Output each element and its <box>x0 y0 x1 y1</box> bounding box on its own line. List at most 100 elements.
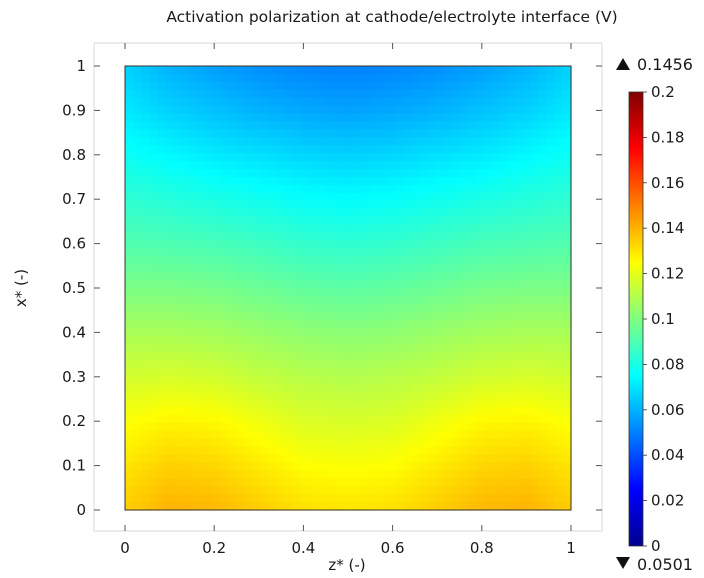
heatmap-cell <box>531 311 540 321</box>
heatmap-cell <box>244 319 254 329</box>
heatmap-cell <box>395 295 405 305</box>
heatmap-cell <box>523 240 532 249</box>
heatmap-cell <box>499 192 508 202</box>
heatmap-cell <box>172 256 182 265</box>
heatmap-cell <box>515 295 524 305</box>
heatmap-cell <box>212 208 222 218</box>
heatmap-cell <box>348 184 357 194</box>
heatmap-cell <box>411 97 421 107</box>
heatmap-cell <box>363 438 373 448</box>
heatmap-cell <box>292 438 301 448</box>
heatmap-cell <box>324 462 333 471</box>
heatmap-cell <box>125 422 134 432</box>
heatmap-cell <box>491 145 500 154</box>
heatmap-cell <box>125 232 134 242</box>
heatmap-cell <box>427 192 437 202</box>
heatmap-cell <box>252 288 261 297</box>
heatmap-cell <box>491 422 500 432</box>
heatmap-cell <box>459 343 469 353</box>
heatmap-cell <box>547 137 556 146</box>
heatmap-cell <box>156 161 166 170</box>
heatmap-cell <box>180 192 190 202</box>
heatmap-cell <box>435 200 445 210</box>
heatmap-cell <box>260 248 269 257</box>
heatmap-cell <box>156 311 166 321</box>
heatmap-cell <box>204 153 214 162</box>
heatmap-cell <box>204 169 214 178</box>
heatmap-cell <box>467 97 477 107</box>
heatmap-cell <box>387 359 397 368</box>
heatmap-cell <box>172 216 182 226</box>
heatmap-cell <box>172 422 182 432</box>
heatmap-cell <box>459 319 469 329</box>
heatmap-cell <box>443 121 453 131</box>
heatmap-cell <box>172 272 182 281</box>
heatmap-cell <box>196 502 206 511</box>
heatmap-cell <box>435 240 445 249</box>
heatmap-cell <box>475 295 484 305</box>
heatmap-cell <box>156 248 166 257</box>
heatmap-cell <box>563 161 572 170</box>
heatmap-cell <box>467 177 477 186</box>
heatmap-cell <box>276 438 285 448</box>
heatmap-cell <box>379 335 389 345</box>
heatmap-cell <box>395 502 405 511</box>
heatmap-cell <box>539 478 548 487</box>
heatmap-cell <box>140 208 150 218</box>
heatmap-cell <box>348 137 357 146</box>
heatmap-cell <box>340 280 349 289</box>
heatmap-cell <box>403 97 413 107</box>
heatmap-cell <box>268 367 277 376</box>
heatmap-cell <box>499 248 508 257</box>
heatmap-cell <box>507 121 516 131</box>
heatmap-cell <box>284 478 293 487</box>
heatmap-cell <box>459 335 469 345</box>
heatmap-cell <box>164 272 174 281</box>
heatmap-cell <box>563 145 572 154</box>
heatmap-cell <box>355 375 365 384</box>
heatmap-cell <box>371 184 381 194</box>
heatmap-cell <box>140 335 150 345</box>
heatmap-cell <box>491 454 500 464</box>
heatmap-cell <box>172 375 182 384</box>
heatmap-cell <box>324 73 333 83</box>
heatmap-cell <box>260 470 269 479</box>
heatmap-cell <box>148 81 158 91</box>
heatmap-cell <box>268 399 277 408</box>
heatmap-cell <box>547 280 556 289</box>
heatmap-cell <box>379 232 389 242</box>
heatmap-cell <box>451 351 461 360</box>
heatmap-cell <box>332 319 341 329</box>
heatmap-cell <box>507 367 516 376</box>
heatmap-cell <box>300 192 309 202</box>
heatmap-cell <box>268 406 277 416</box>
heatmap-cell <box>491 438 500 448</box>
heatmap-cell <box>395 216 405 226</box>
heatmap-cell <box>348 89 357 99</box>
colorbar-tick-label: 0.14 <box>651 219 684 237</box>
heatmap-cell <box>515 351 524 360</box>
heatmap-cell <box>276 470 285 479</box>
heatmap-cell <box>340 153 349 162</box>
heatmap-cell <box>403 216 413 226</box>
heatmap-cell <box>324 359 333 368</box>
heatmap-cell <box>371 145 381 154</box>
heatmap-cell <box>340 105 349 115</box>
heatmap-cell <box>555 359 564 368</box>
heatmap-cell <box>236 494 246 503</box>
heatmap-cell <box>483 169 492 178</box>
heatmap-cell <box>427 145 437 154</box>
heatmap-cell <box>515 105 524 115</box>
heatmap-cell <box>236 66 246 75</box>
heatmap-cell <box>164 169 174 178</box>
heatmap-cell <box>563 169 572 178</box>
heatmap-cell <box>371 192 381 202</box>
heatmap-cell <box>180 248 190 257</box>
heatmap-cell <box>220 470 230 479</box>
heatmap-cell <box>300 105 309 115</box>
heatmap-cell <box>355 89 365 99</box>
heatmap-cell <box>204 422 214 432</box>
heatmap-cell <box>236 113 246 123</box>
heatmap-cell <box>459 280 469 289</box>
heatmap-cell <box>435 399 445 408</box>
